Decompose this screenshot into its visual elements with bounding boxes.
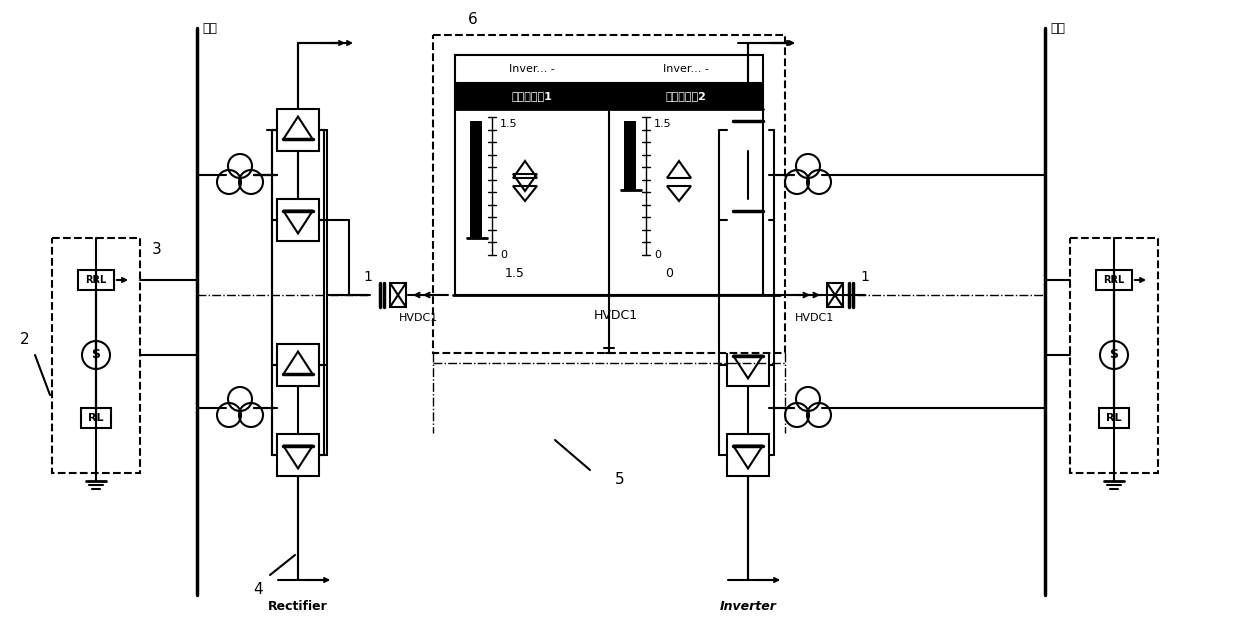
Text: 母线: 母线 — [202, 22, 217, 35]
Bar — [827, 283, 843, 307]
Bar — [455, 83, 609, 109]
Bar — [1099, 408, 1128, 428]
Text: 5: 5 — [615, 473, 625, 488]
Text: 直流输电杗1: 直流输电杗1 — [512, 91, 553, 101]
Text: 直流输电杗1: 直流输电杗1 — [512, 91, 553, 101]
Text: 直流输电杗2: 直流输电杗2 — [666, 91, 707, 101]
Bar — [727, 199, 769, 241]
Text: 2: 2 — [20, 332, 30, 347]
Text: RRL: RRL — [86, 275, 107, 285]
Text: RL: RL — [1106, 413, 1122, 423]
Bar — [727, 109, 769, 151]
Text: 1: 1 — [861, 270, 869, 284]
Bar — [727, 344, 769, 386]
Text: 0: 0 — [665, 267, 673, 280]
Text: 6: 6 — [467, 12, 477, 27]
Bar — [277, 199, 319, 241]
Bar — [277, 434, 319, 476]
Text: 1: 1 — [363, 270, 372, 284]
Bar — [78, 270, 114, 290]
Text: 1.5: 1.5 — [500, 119, 517, 129]
Text: 0: 0 — [500, 250, 507, 260]
Text: HVDC1: HVDC1 — [594, 309, 639, 322]
Bar — [81, 408, 112, 428]
Text: RRL: RRL — [1104, 275, 1125, 285]
Bar — [1070, 238, 1158, 473]
Text: 直流输电杗2: 直流输电杗2 — [666, 91, 707, 101]
Text: S: S — [1110, 349, 1118, 362]
Text: 1.5: 1.5 — [653, 119, 672, 129]
Bar — [277, 109, 319, 151]
Text: 3: 3 — [153, 243, 161, 258]
Bar — [624, 121, 636, 190]
Bar — [1096, 270, 1132, 290]
Text: 4: 4 — [253, 582, 263, 598]
Text: S: S — [92, 349, 100, 362]
Bar — [277, 344, 319, 386]
Text: 母线: 母线 — [1050, 22, 1065, 35]
Bar — [727, 434, 769, 476]
Bar — [470, 121, 482, 238]
Bar — [609, 83, 763, 109]
Text: 1.5: 1.5 — [505, 267, 525, 280]
Text: HVDC1: HVDC1 — [795, 313, 835, 323]
Bar — [433, 35, 785, 353]
Text: Rectifier: Rectifier — [268, 601, 327, 613]
Text: 0: 0 — [653, 250, 661, 260]
Bar — [391, 283, 405, 307]
Text: Inver... -: Inver... - — [663, 64, 709, 74]
Bar — [455, 55, 763, 295]
Text: HVDC1: HVDC1 — [398, 313, 438, 323]
Text: Inver... -: Inver... - — [510, 64, 556, 74]
Text: Inverter: Inverter — [719, 601, 776, 613]
Text: RL: RL — [88, 413, 104, 423]
Bar — [52, 238, 140, 473]
